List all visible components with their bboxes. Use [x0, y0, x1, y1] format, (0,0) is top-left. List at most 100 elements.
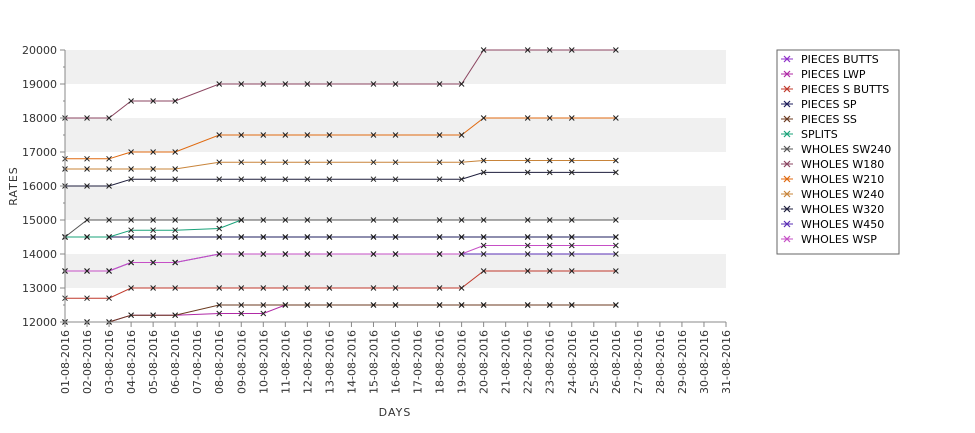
grid-band: [65, 254, 726, 288]
data-point-marker: [238, 251, 245, 257]
data-point-marker: [260, 81, 267, 87]
data-point-marker: [326, 176, 333, 183]
data-point-marker: [282, 234, 289, 240]
x-axis-ticks: 01-08-2016 02-08-2016 03-08-2016 04-08-2016…: [59, 322, 733, 394]
data-point-marker: [392, 159, 399, 166]
data-point-marker: [568, 47, 575, 53]
data-point-marker: [326, 285, 333, 291]
legend-marker: [783, 115, 791, 123]
data-point-marker: [612, 157, 619, 164]
y-tick-label: 18000: [22, 112, 57, 125]
data-point-marker: [106, 234, 112, 240]
data-point-marker: [436, 81, 443, 87]
data-point-marker: [458, 132, 465, 138]
legend-label: WHOLES W320: [801, 203, 884, 216]
data-point-marker: [304, 176, 311, 183]
data-point-marker: [172, 285, 179, 291]
data-point-marker: [612, 251, 619, 257]
data-point-marker: [524, 157, 531, 164]
data-point-marker: [326, 217, 333, 223]
data-point-marker: [568, 242, 575, 249]
x-tick-label: 10-08-2016: [257, 330, 270, 394]
data-point-marker: [524, 242, 531, 249]
x-tick-label: 13-08-2016: [323, 330, 336, 394]
data-point-marker: [216, 302, 223, 308]
data-point-marker: [546, 47, 553, 53]
data-point-marker: [282, 217, 289, 223]
legend-marker: [783, 55, 791, 63]
data-point-marker: [436, 159, 443, 166]
legend-marker: [783, 160, 791, 168]
data-point-marker: [392, 234, 399, 240]
y-tick-label: 14000: [22, 248, 57, 261]
data-point-marker: [392, 217, 399, 223]
x-tick-label: 08-08-2016: [213, 330, 226, 394]
data-point-marker: [216, 217, 223, 223]
data-point-marker: [392, 302, 399, 308]
data-point-marker: [480, 157, 487, 164]
data-point-marker: [216, 234, 223, 240]
x-tick-label: 21-08-2016: [500, 330, 513, 394]
data-point-marker: [106, 295, 112, 302]
data-point-marker: [304, 234, 311, 240]
data-point-marker: [238, 285, 245, 291]
x-tick-label: 12-08-2016: [301, 330, 314, 394]
data-point-marker: [304, 132, 311, 138]
data-point-marker: [128, 285, 134, 291]
data-point-marker: [612, 47, 619, 53]
data-point-marker: [172, 166, 179, 172]
data-point-marker: [326, 234, 333, 240]
data-point-marker: [150, 259, 156, 266]
legend-marker: [783, 235, 791, 243]
data-point-marker: [128, 166, 134, 172]
data-point-marker: [304, 81, 311, 87]
data-point-marker: [216, 132, 223, 138]
x-tick-label: 22-08-2016: [522, 330, 535, 394]
x-tick-label: 03-08-2016: [103, 330, 116, 394]
data-point-marker: [150, 227, 156, 234]
x-tick-label: 31-08-2016: [720, 330, 733, 394]
data-point-marker: [238, 310, 245, 317]
data-point-marker: [370, 176, 377, 183]
x-tick-label: 25-08-2016: [588, 330, 601, 394]
data-point-marker: [260, 310, 267, 317]
x-tick-label: 30-08-2016: [698, 330, 711, 394]
data-point-marker: [568, 169, 575, 176]
data-point-marker: [392, 81, 399, 87]
x-tick-label: 23-08-2016: [544, 330, 557, 394]
legend-item: PIECES BUTTS: [781, 53, 879, 66]
data-point-marker: [106, 183, 112, 189]
data-point-marker: [546, 268, 553, 274]
data-point-marker: [436, 302, 443, 308]
data-point-marker: [304, 285, 311, 291]
data-point-marker: [150, 217, 156, 223]
x-tick-label: 05-08-2016: [147, 330, 160, 394]
legend-item: SPLITS: [781, 128, 838, 141]
x-tick-label: 16-08-2016: [390, 330, 403, 394]
data-point-marker: [436, 176, 443, 183]
data-point-marker: [370, 159, 377, 166]
data-point-marker: [370, 81, 377, 87]
data-point-marker: [216, 81, 223, 87]
data-point-marker: [436, 132, 443, 138]
data-point-marker: [480, 169, 487, 176]
x-tick-label: 06-08-2016: [169, 330, 182, 394]
y-axis-ticks: 12000 13000 14000 15000 16000 17000 18000 19000…: [22, 44, 65, 329]
data-point-marker: [216, 176, 223, 183]
data-point-marker: [612, 242, 619, 249]
data-point-marker: [612, 268, 619, 274]
data-point-marker: [524, 169, 531, 176]
data-point-marker: [128, 234, 134, 240]
series-markers: [62, 47, 619, 325]
data-point-marker: [238, 159, 245, 166]
data-point-marker: [128, 98, 134, 104]
data-point-marker: [458, 217, 465, 223]
data-point-marker: [480, 268, 487, 274]
data-point-marker: [326, 302, 333, 308]
legend: PIECES BUTTS PIECES LWP PIECES S BUTTS PIEC…: [776, 49, 900, 255]
data-point-marker: [524, 217, 531, 223]
data-point-marker: [568, 157, 575, 164]
data-point-marker: [216, 285, 223, 291]
data-point-marker: [216, 251, 223, 257]
